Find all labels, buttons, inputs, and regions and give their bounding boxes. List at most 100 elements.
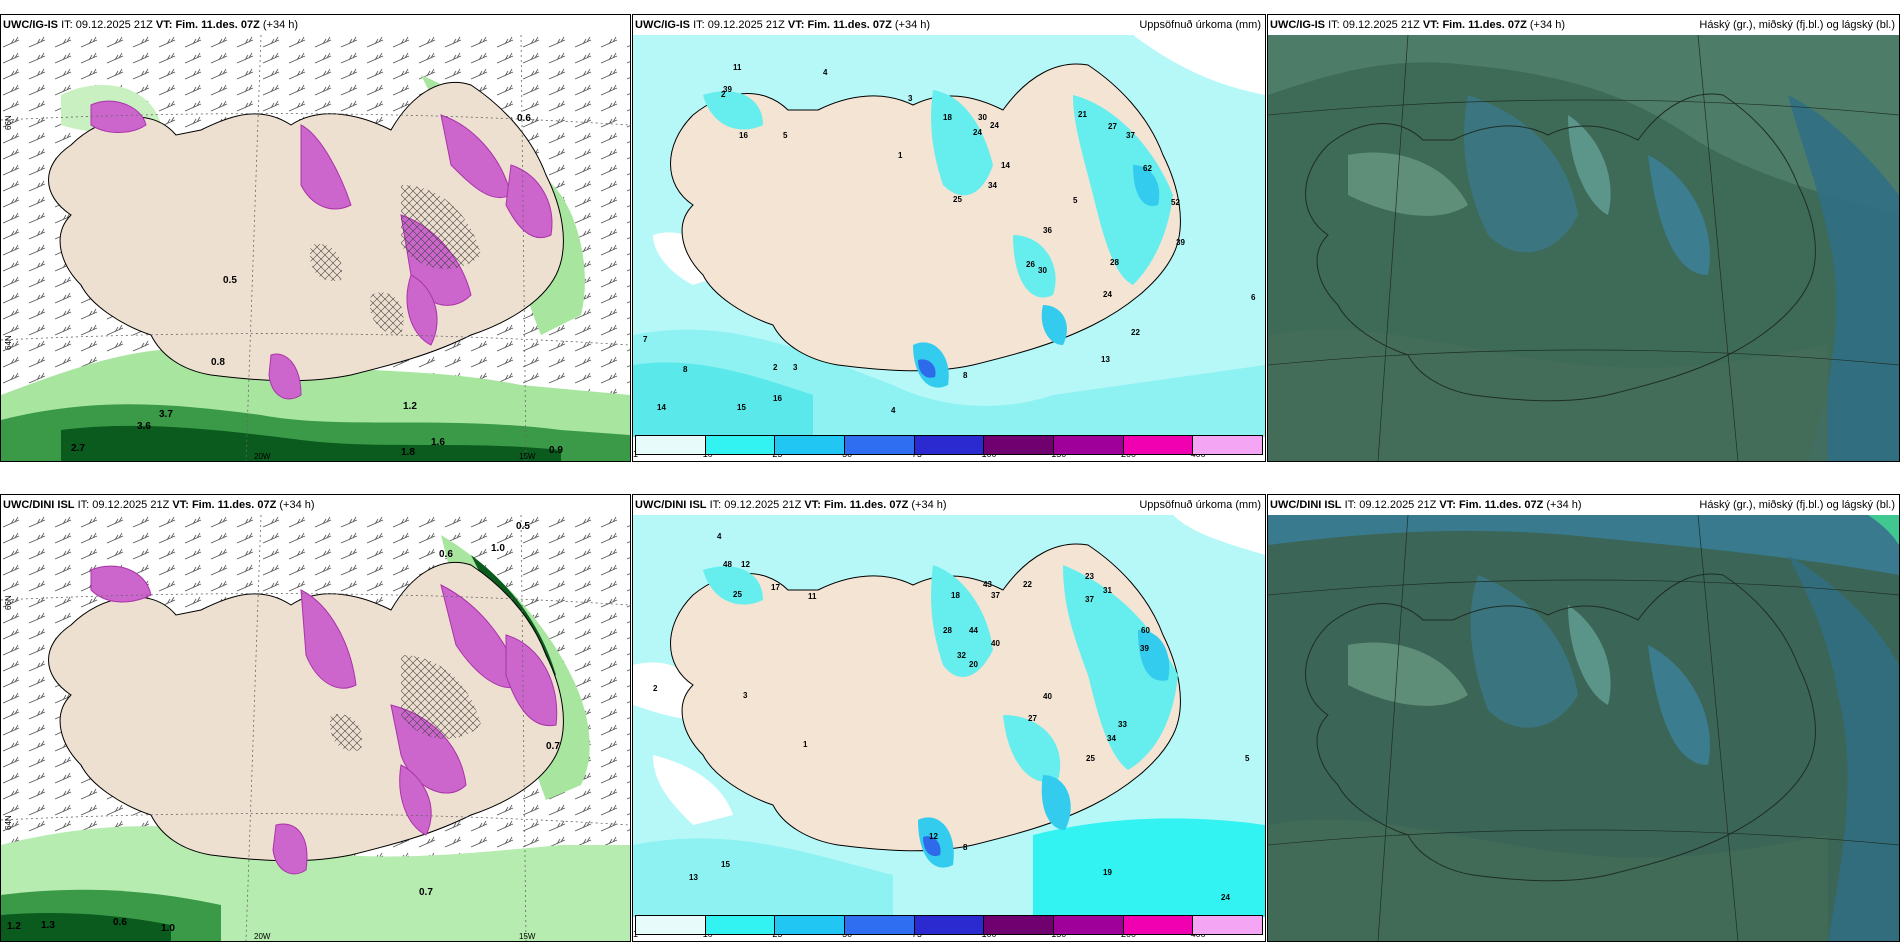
precip-value-label: 24 xyxy=(1103,290,1112,299)
it-label: IT: xyxy=(693,19,705,31)
panel-header: UWC/DINI ISL IT: 09.12.2025 21Z VT: Fim.… xyxy=(1268,495,1899,515)
precip-value-label: 36 xyxy=(1043,226,1052,235)
lon-label: 15W xyxy=(519,932,536,941)
lon-label: 15W xyxy=(519,452,536,461)
precip-value-label: 27 xyxy=(1028,714,1037,723)
wind-contour-label: 3.6 xyxy=(137,421,151,432)
lon-label: 20W xyxy=(254,932,271,941)
panel-wind-igis: UWC/IG-IS IT: 09.12.2025 21Z VT: Fim. 11… xyxy=(0,14,631,462)
precip-map: 48 12 25 17 11 4 2 3 18 43 37 22 23 31 3… xyxy=(633,515,1265,917)
colorbar-swatch xyxy=(1193,436,1263,454)
vt-value: Fim. 11.des. 07Z xyxy=(1458,499,1544,511)
precip-value-label: 33 xyxy=(1118,720,1127,729)
model-name: UWC/DINI ISL xyxy=(1270,499,1342,511)
panel-header: UWC/IG-IS IT: 09.12.2025 21Z VT: Fim. 11… xyxy=(1,15,630,35)
iceland-outline xyxy=(1305,573,1816,882)
panel-header: UWC/DINI ISL IT: 09.12.2025 21Z VT: Fim.… xyxy=(633,495,1265,515)
colorbar-swatch xyxy=(705,436,776,454)
precip-value-label: 48 xyxy=(723,560,732,569)
wind-contour-label: 3.7 xyxy=(159,409,173,420)
precip-value-label: 14 xyxy=(657,403,666,412)
cloud-map xyxy=(1268,35,1899,461)
precip-value-label: 11 xyxy=(808,592,817,601)
precip-value-label: 25 xyxy=(1086,754,1095,763)
colorbar-swatch xyxy=(636,436,706,454)
it-label: IT: xyxy=(77,499,90,511)
panel-precip-igis: UWC/IG-IS IT: 09.12.2025 21Z VT: Fim. 11… xyxy=(632,14,1266,462)
it-value: 09.12.2025 21Z xyxy=(92,499,170,511)
precip-value-label: 39 xyxy=(1140,644,1149,653)
precip-value-label: 16 xyxy=(739,131,748,140)
colorbar-swatch xyxy=(1123,436,1194,454)
panel-wind-dini: UWC/DINI ISL IT: 09.12.2025 21Z VT: Fim.… xyxy=(0,494,631,942)
precip-value-label: 17 xyxy=(771,583,780,592)
precip-value-label: 40 xyxy=(1043,692,1052,701)
colorbar-swatch xyxy=(914,916,985,934)
vt-value: Fim. 11.des. 07Z xyxy=(175,19,260,31)
precip-value-label: 1 xyxy=(803,740,808,749)
precip-value-label: 21 xyxy=(1078,110,1087,119)
colorbar-swatch xyxy=(914,436,985,454)
wind-contour-label: 0.6 xyxy=(439,549,453,560)
colorbar-swatch xyxy=(1123,916,1194,934)
precip-value-label: 26 xyxy=(1026,260,1035,269)
precip-value-label: 2 xyxy=(773,363,778,372)
precip-value-label: 60 xyxy=(1141,626,1150,635)
precip-value-label: 7 xyxy=(643,335,648,344)
precip-value-label: 40 xyxy=(991,639,1000,648)
wind-contour-label: 0.7 xyxy=(419,887,433,898)
colorbar-swatch xyxy=(775,436,846,454)
lead-time: (+34 h) xyxy=(911,499,947,511)
panel-header: UWC/IG-IS IT: 09.12.2025 21Z VT: Fim. 11… xyxy=(633,15,1265,35)
precip-value-label: 24 xyxy=(973,128,982,137)
wind-contour-label: 0.8 xyxy=(211,357,225,368)
colorbar-swatches xyxy=(635,435,1263,455)
colorbar-swatch xyxy=(984,916,1055,934)
model-name: UWC/IG-IS xyxy=(3,19,58,31)
colorbar-swatch xyxy=(775,916,846,934)
field-title: Háský (gr.), miðský (fj.bl.) og lágský (… xyxy=(1699,19,1895,31)
precip-value-label: 2 xyxy=(653,684,658,693)
lead-time: (+34 h) xyxy=(1546,499,1582,511)
precip-value-label: 22 xyxy=(1023,580,1032,589)
precip-value-label: 3 xyxy=(743,691,748,700)
colorbar-swatch xyxy=(845,916,915,934)
precip-value-label: 5 xyxy=(1245,754,1250,763)
precip-value-label: 13 xyxy=(1101,355,1110,364)
model-name: UWC/IG-IS xyxy=(635,19,690,31)
precip-value-label: 12 xyxy=(741,560,750,569)
precip-value-label: 32 xyxy=(957,651,966,660)
precip-value-label: 2 xyxy=(721,90,726,99)
field-title: Háský (gr.), miðský (fj.bl.) og lágský (… xyxy=(1699,499,1895,511)
wind-contour-label: 1.2 xyxy=(7,921,21,932)
vt-label: VT: xyxy=(804,499,821,511)
precip-value-label: 15 xyxy=(721,860,730,869)
colorbar-swatch xyxy=(845,436,915,454)
vt-label: VT: xyxy=(787,19,805,31)
wind-contour-label: 1.0 xyxy=(491,543,505,554)
model-name: UWC/DINI ISL xyxy=(3,499,75,511)
precip-map: 39 11 16 2 5 4 3 18 30 24 24 21 27 37 62… xyxy=(633,35,1265,437)
wind-contour-label: 0.9 xyxy=(549,445,563,456)
it-value: 09.12.2025 21Z xyxy=(707,19,785,31)
vt-value: Fim. 11.des. 07Z xyxy=(1442,19,1527,31)
colorbar-swatch xyxy=(984,436,1055,454)
colorbar-swatch xyxy=(705,916,776,934)
vt-label: VT: xyxy=(1422,19,1440,31)
precip-value-label: 37 xyxy=(1126,131,1135,140)
vt-label: VT: xyxy=(155,19,173,31)
precip-value-label: 52 xyxy=(1171,198,1180,207)
precip-value-label: 8 xyxy=(683,365,688,374)
precip-value-label: 5 xyxy=(783,131,788,140)
precip-value-label: 4 xyxy=(823,68,828,77)
precip-value-label: 39 xyxy=(1176,238,1185,247)
vt-value: Fim. 11.des. 07Z xyxy=(807,19,892,31)
precip-value-label: 18 xyxy=(951,591,960,600)
precip-value-label: 4 xyxy=(717,532,722,541)
field-title: Uppsöfnuð úrkoma (mm) xyxy=(1139,499,1261,511)
precip-value-label: 39 xyxy=(723,85,732,94)
precip-value-label: 25 xyxy=(733,590,742,599)
wind-contour-label: 1.3 xyxy=(41,920,55,931)
precip-value-label: 31 xyxy=(1103,586,1112,595)
wind-map: 0.5 0.6 1.0 0.7 1.2 0.6 0.7 1.3 1.0 20W … xyxy=(1,515,630,941)
